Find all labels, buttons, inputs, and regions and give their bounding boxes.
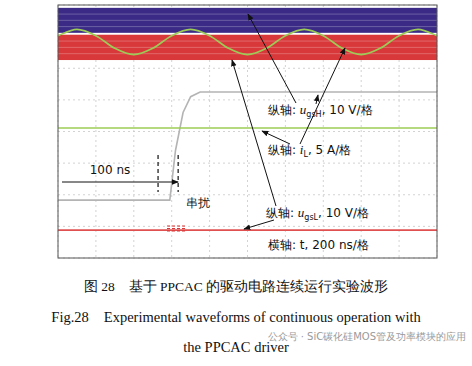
crosstalk-mark [167,231,187,232]
annotation-arrow [300,48,345,144]
grid-line-y [58,194,437,195]
annotation-arrow [248,14,296,103]
cursor [178,155,179,192]
x-axis-label: 横轴: t, 200 ns/格 [268,238,369,252]
grid [58,5,437,258]
cursor [157,155,158,192]
figure: 100 ns串扰纵轴: ugsH, 10 V/格纵轴: iL, 5 A/格纵轴:… [0,0,472,366]
annotation-arrow [244,220,274,229]
trace-line [58,92,437,200]
band-streak [58,20,437,21]
interval-arrow [62,182,178,183]
grid-line-y [58,68,437,69]
band-streak [58,26,437,27]
traces [58,8,437,230]
annotation-part: 纵轴: [268,103,300,117]
annotation-arrow [316,95,318,104]
axis-annotation: 纵轴: iL, 5 A/格 [268,142,351,159]
watermark: 公众号 · SiC碳化硅MOS管及功率模块的应用 [268,331,467,342]
annotation-part: , 10 V/格 [318,206,369,220]
trace-line [58,127,437,129]
annotation-arrow [232,60,276,206]
crosstalk-label: 串扰 [186,196,210,210]
trace-line [58,29,437,54]
crosstalk-mark [167,226,187,227]
annotation-part: 纵轴: [266,206,298,220]
screen [58,5,437,258]
chart-svg: 100 ns串扰纵轴: ugsH, 10 V/格纵轴: iL, 5 A/格纵轴:… [0,0,472,366]
caption-zh: 图 28 基于 PPCAC 的驱动电路连续运行实验波形 [84,279,388,294]
axis-annotation: 纵轴: ugsH, 10 V/格 [268,102,373,119]
trace-line [58,229,437,231]
trace-band [58,8,437,33]
axis-annotation: 纵轴: ugsL, 10 V/格 [266,205,369,222]
grid-line-y [58,131,437,132]
annotation-part: , 10 V/格 [322,103,373,117]
annotation-part: , 5 A/格 [308,143,351,157]
caption-en: Fig.28 Experimental waveforms of continu… [51,309,421,325]
band-streak [58,41,437,42]
annotation-arrow [262,131,290,144]
interval-label: 100 ns [90,163,131,177]
frame [58,5,437,258]
trace-band [58,35,437,60]
annotation-subscript: gsL [304,213,318,222]
grid-line-y [58,226,437,227]
grid-line-y [58,99,437,100]
annotation-part: 纵轴: [268,143,300,157]
band-streak [58,14,437,15]
crosstalk-mark [167,228,187,229]
